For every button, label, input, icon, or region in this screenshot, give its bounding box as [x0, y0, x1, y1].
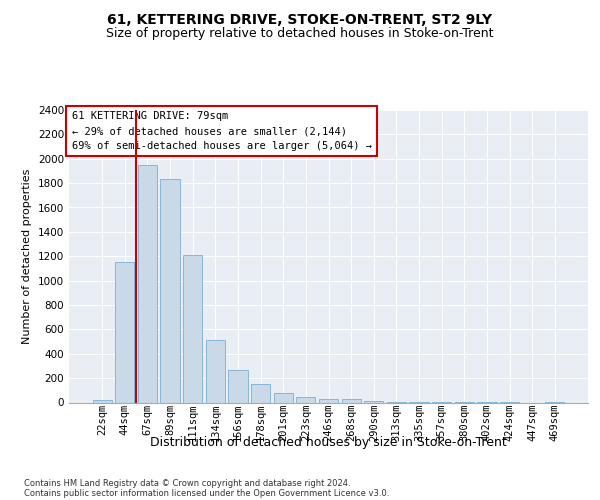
- Bar: [183, 255, 202, 402]
- Text: 61, KETTERING DRIVE, STOKE-ON-TRENT, ST2 9LY: 61, KETTERING DRIVE, STOKE-ON-TRENT, ST2…: [107, 12, 493, 26]
- Text: Contains HM Land Registry data © Crown copyright and database right 2024.: Contains HM Land Registry data © Crown c…: [24, 479, 350, 488]
- Text: 61 KETTERING DRIVE: 79sqm
← 29% of detached houses are smaller (2,144)
69% of se: 61 KETTERING DRIVE: 79sqm ← 29% of detac…: [71, 112, 371, 151]
- Bar: [115, 262, 134, 402]
- Bar: [160, 180, 180, 402]
- Bar: [341, 399, 361, 402]
- Bar: [138, 165, 157, 402]
- Text: Size of property relative to detached houses in Stoke-on-Trent: Size of property relative to detached ho…: [106, 28, 494, 40]
- Bar: [229, 370, 248, 402]
- Text: Distribution of detached houses by size in Stoke-on-Trent: Distribution of detached houses by size …: [151, 436, 507, 449]
- Bar: [319, 399, 338, 402]
- Text: Contains public sector information licensed under the Open Government Licence v3: Contains public sector information licen…: [24, 489, 389, 498]
- Bar: [92, 400, 112, 402]
- Bar: [274, 394, 293, 402]
- Y-axis label: Number of detached properties: Number of detached properties: [22, 168, 32, 344]
- Bar: [296, 398, 316, 402]
- Bar: [251, 384, 270, 402]
- Bar: [364, 401, 383, 402]
- Bar: [206, 340, 225, 402]
